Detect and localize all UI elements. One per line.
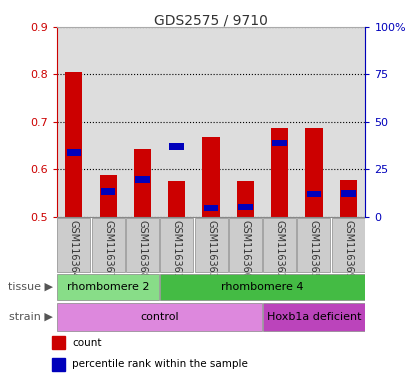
Bar xyxy=(340,180,357,217)
Text: percentile rank within the sample: percentile rank within the sample xyxy=(72,359,248,369)
Bar xyxy=(100,175,117,217)
Bar xyxy=(52,358,66,371)
Text: GSM116368: GSM116368 xyxy=(137,220,147,279)
Bar xyxy=(271,127,288,217)
Text: GDS2575 / 9710: GDS2575 / 9710 xyxy=(154,13,268,27)
FancyBboxPatch shape xyxy=(229,218,262,271)
FancyBboxPatch shape xyxy=(297,218,331,271)
FancyBboxPatch shape xyxy=(126,218,159,271)
Text: Hoxb1a deficient: Hoxb1a deficient xyxy=(267,312,361,322)
Text: GSM116367: GSM116367 xyxy=(103,220,113,279)
Bar xyxy=(305,127,323,217)
FancyBboxPatch shape xyxy=(58,274,159,300)
FancyBboxPatch shape xyxy=(160,218,193,271)
Text: GSM116364: GSM116364 xyxy=(69,220,79,279)
Text: control: control xyxy=(140,312,179,322)
Bar xyxy=(168,181,185,217)
Text: GSM116361: GSM116361 xyxy=(172,220,182,279)
Bar xyxy=(204,205,218,211)
Bar xyxy=(66,149,81,156)
Text: rhombomere 4: rhombomere 4 xyxy=(221,282,304,292)
Text: GSM116365: GSM116365 xyxy=(309,220,319,279)
Bar xyxy=(65,71,82,217)
Bar xyxy=(238,204,253,210)
Bar xyxy=(134,149,151,217)
Bar xyxy=(52,336,66,349)
Text: GSM116369: GSM116369 xyxy=(343,220,353,279)
Bar xyxy=(202,137,220,217)
Text: rhombomere 2: rhombomere 2 xyxy=(67,282,150,292)
Text: count: count xyxy=(72,338,102,348)
Bar xyxy=(341,190,356,197)
Bar xyxy=(237,181,254,217)
FancyBboxPatch shape xyxy=(194,218,228,271)
Bar xyxy=(101,188,116,195)
Bar xyxy=(135,176,150,183)
FancyBboxPatch shape xyxy=(263,218,296,271)
Bar xyxy=(272,139,287,146)
Text: GSM116362: GSM116362 xyxy=(275,220,285,279)
Bar xyxy=(307,191,321,197)
FancyBboxPatch shape xyxy=(58,303,262,331)
FancyBboxPatch shape xyxy=(332,218,365,271)
Text: GSM116366: GSM116366 xyxy=(240,220,250,279)
FancyBboxPatch shape xyxy=(263,303,365,331)
Bar xyxy=(169,143,184,150)
Text: strain ▶: strain ▶ xyxy=(9,312,52,322)
FancyBboxPatch shape xyxy=(58,218,90,271)
FancyBboxPatch shape xyxy=(92,218,125,271)
Text: GSM116363: GSM116363 xyxy=(206,220,216,279)
Text: tissue ▶: tissue ▶ xyxy=(8,282,52,292)
FancyBboxPatch shape xyxy=(160,274,365,300)
